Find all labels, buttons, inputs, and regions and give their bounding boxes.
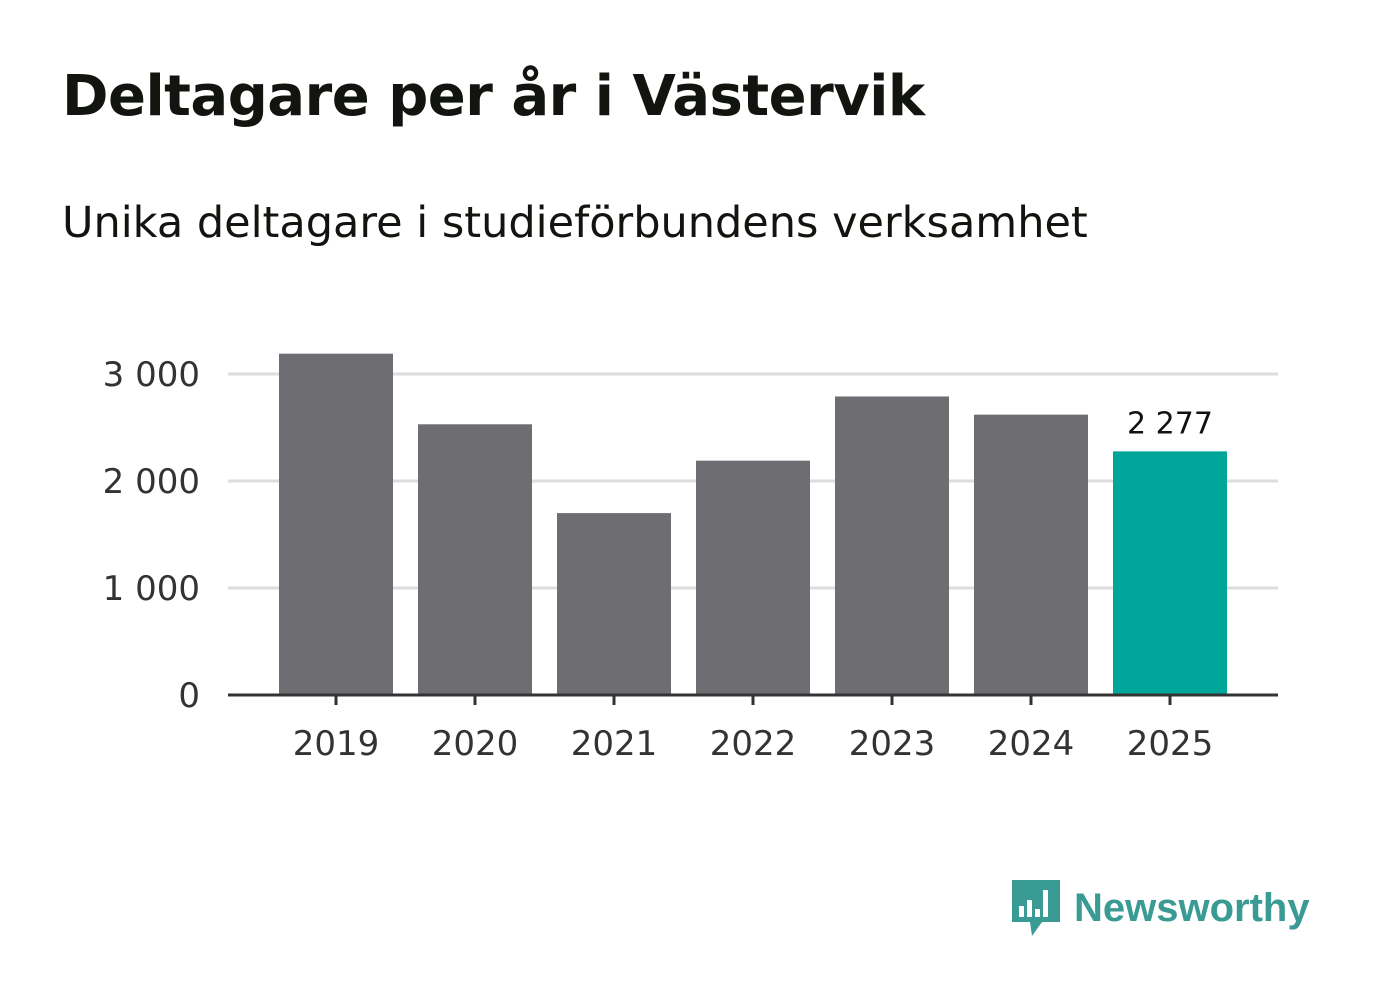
x-tick-label: 2021 bbox=[571, 724, 658, 764]
bar-2023 bbox=[835, 396, 949, 695]
bars bbox=[279, 353, 1227, 695]
x-tick-label: 2025 bbox=[1127, 724, 1214, 764]
bar-2025 bbox=[1113, 451, 1227, 695]
x-tick-label: 2019 bbox=[293, 724, 380, 764]
x-axis-tick-labels: 2019 2020 2021 2022 2023 2024 2025 bbox=[293, 724, 1214, 764]
bar-2019 bbox=[279, 353, 393, 695]
data-label: 2 277 bbox=[1127, 406, 1213, 441]
data-labels: 2 277 bbox=[1127, 406, 1213, 441]
bar-2021 bbox=[557, 513, 671, 695]
chart-subtitle: Unika deltagare i studieförbundens verks… bbox=[62, 198, 1088, 248]
x-tick-label: 2022 bbox=[710, 724, 797, 764]
y-axis-tick-labels: 0 1 000 2 000 3 000 bbox=[103, 355, 200, 716]
y-tick-label: 1 000 bbox=[103, 569, 200, 609]
x-tick-label: 2023 bbox=[849, 724, 936, 764]
chart-title: Deltagare per år i Västervik bbox=[62, 64, 925, 129]
x-tick-label: 2024 bbox=[988, 724, 1075, 764]
y-tick-label: 2 000 bbox=[103, 462, 200, 502]
brand-name: Newsworthy bbox=[1074, 885, 1310, 930]
newsworthy-logo-icon bbox=[1012, 880, 1060, 936]
x-axis bbox=[228, 693, 1278, 705]
y-tick-label: 0 bbox=[178, 676, 200, 716]
bar-2024 bbox=[974, 414, 1088, 695]
x-tick-label: 2020 bbox=[432, 724, 519, 764]
y-tick-label: 3 000 bbox=[103, 355, 200, 395]
bar-2020 bbox=[418, 424, 532, 695]
brand-logo: Newsworthy bbox=[1010, 878, 1310, 938]
bar-2022 bbox=[696, 460, 810, 695]
